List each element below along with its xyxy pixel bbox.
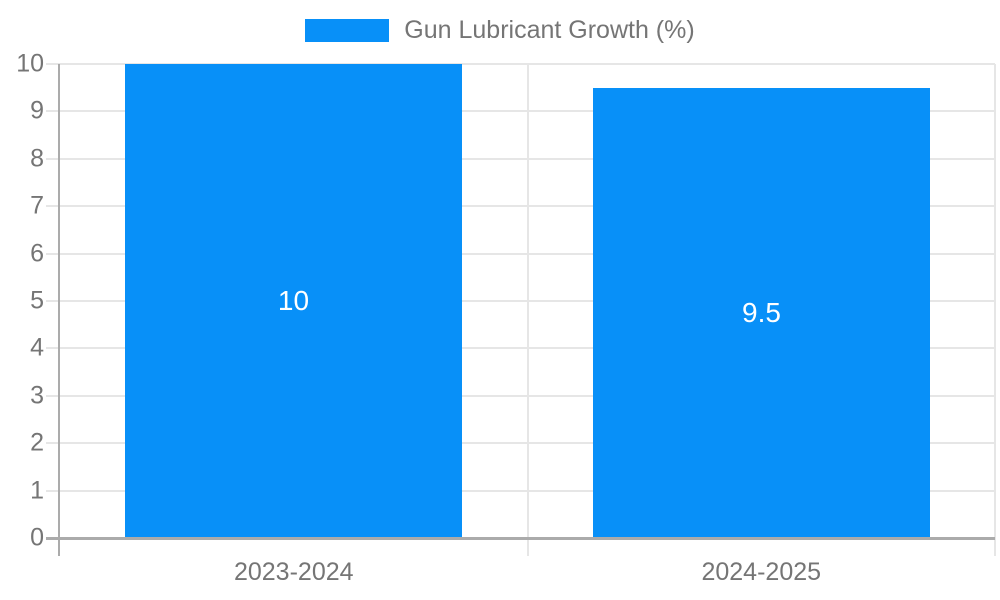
category-boundary-line (526, 64, 529, 538)
y-tick-label: 4 (30, 333, 44, 362)
category-boundary-line (994, 64, 996, 538)
x-tick-label: 2024-2025 (701, 558, 822, 586)
y-tick-label: 8 (30, 144, 44, 173)
y-axis-line (58, 64, 60, 556)
gridline (46, 205, 995, 208)
x-tick-mark (994, 538, 996, 556)
y-tick-label: 9 (30, 96, 44, 125)
legend-swatch-icon (305, 18, 390, 42)
y-tick-label: 0 (30, 523, 44, 552)
bar-value-label: 10 (277, 285, 310, 316)
gridline (46, 489, 995, 492)
legend-label: Gun Lubricant Growth (%) (404, 16, 695, 44)
gridline (46, 157, 995, 160)
gridline (46, 394, 995, 397)
gridline (46, 63, 995, 65)
gridline (46, 300, 995, 302)
y-tick-label: 2 (30, 428, 44, 457)
y-tick-label: 1 (30, 476, 44, 505)
gridline (46, 110, 995, 113)
gridline (46, 347, 995, 350)
gridline (46, 442, 995, 445)
bar[interactable]: 9.5 (593, 87, 930, 538)
y-tick-label: 10 (16, 49, 44, 78)
y-tick-label: 5 (30, 286, 44, 315)
bar-value-label: 9.5 (742, 296, 781, 328)
y-tick-label: 6 (30, 239, 44, 268)
gridline (46, 252, 995, 255)
x-tick-label: 2023-2024 (233, 558, 354, 586)
bar[interactable]: 10 (125, 64, 462, 538)
y-tick-label: 3 (30, 381, 44, 410)
x-axis-baseline (46, 536, 995, 540)
legend: Gun Lubricant Growth (%) (0, 16, 1000, 45)
y-tick-label: 7 (30, 191, 44, 220)
x-tick-mark (526, 538, 529, 556)
